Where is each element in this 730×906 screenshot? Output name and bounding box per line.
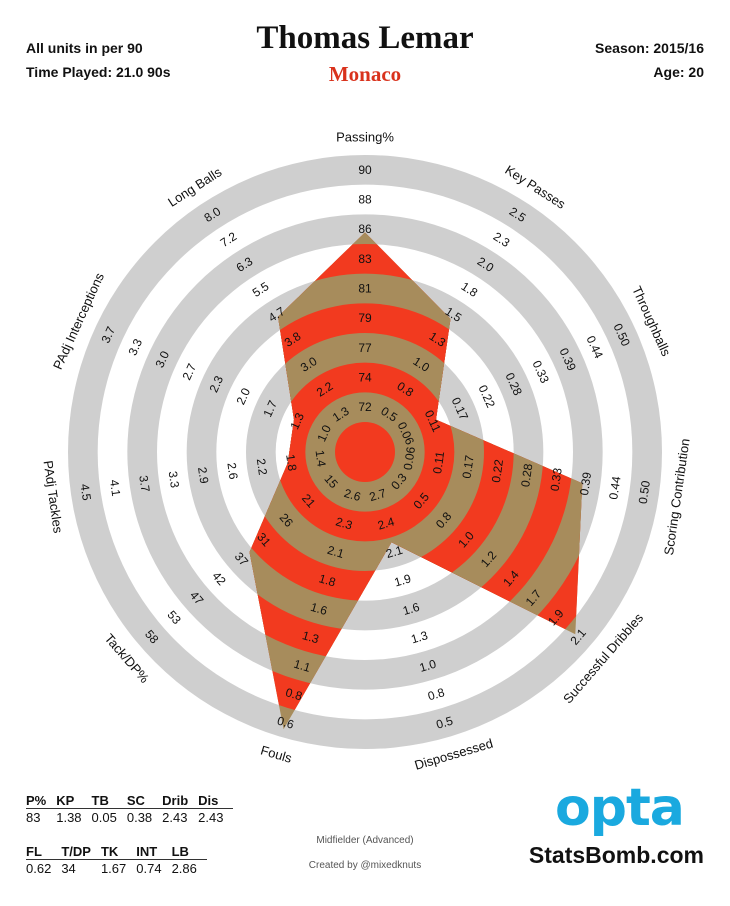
tick-label: 77: [358, 341, 372, 355]
tick-label: 74: [358, 371, 372, 385]
tick-label: 0.28: [518, 462, 535, 487]
header-left: All units in per 90 Time Played: 21.0 90…: [26, 36, 171, 84]
stat-value: 83: [26, 809, 41, 825]
stat-header: Dis: [198, 792, 234, 809]
tick-label: 4.1: [107, 479, 123, 498]
axis-label: Passing%: [336, 130, 394, 145]
stat-header: SC: [126, 792, 163, 809]
tick-label: 0.8: [426, 685, 446, 703]
team-name: Monaco: [328, 62, 402, 86]
stat-value: 34: [61, 860, 76, 876]
tick-label: 1.3: [301, 628, 321, 646]
tick-label: 2.6: [224, 462, 240, 481]
tick-label: 0.6: [276, 714, 296, 732]
area-center: [335, 422, 395, 482]
statsbomb-site: StatsBomb.com: [528, 842, 704, 868]
tick-label: 2.7: [179, 361, 199, 382]
tick-label: 2.9: [195, 466, 211, 485]
tick-label: 90: [358, 163, 372, 177]
opta-logo: opta: [555, 778, 685, 838]
tick-label: 1.8: [317, 571, 337, 589]
stat-header: T/DP: [61, 843, 101, 860]
tick-label: 1.3: [287, 410, 307, 431]
credit-label: Created by @mixedknuts: [308, 860, 422, 871]
stat-header: KP: [56, 792, 92, 809]
axis-label: Fouls: [259, 743, 294, 767]
tick-label: 1.3: [409, 628, 429, 646]
axis-label: Scoring Contribution: [661, 437, 693, 556]
tick-label: 0.50: [636, 479, 653, 504]
stat-header: TK: [100, 843, 137, 860]
stat-header: Drib: [162, 792, 199, 809]
tick-label: 1.9: [393, 571, 413, 589]
axis-label: PAdj Tackles: [41, 459, 66, 534]
tick-label: 2.1: [326, 543, 346, 561]
tick-label: 86: [358, 222, 372, 236]
stat-header: LB: [171, 843, 207, 860]
tick-label: 1.1: [292, 657, 312, 675]
tick-label: 1.8: [283, 453, 299, 472]
tick-label: 0.5: [435, 714, 455, 732]
tick-label: 3.3: [166, 470, 182, 489]
tick-label: 79: [358, 311, 372, 325]
tick-label: 4.5: [78, 483, 94, 502]
tick-label: 3.7: [136, 474, 152, 493]
role-label: Midfielder (Advanced): [316, 835, 414, 846]
stat-value: 2.86: [171, 860, 197, 876]
tick-label: 2.1: [384, 543, 404, 561]
stat-value: 0.74: [136, 860, 162, 876]
season: Season: 2015/16: [595, 40, 704, 56]
player-name: Thomas Lemar: [256, 20, 474, 56]
tick-label: 3.0: [152, 349, 172, 370]
tick-label: 72: [358, 400, 372, 414]
tick-label: 0.39: [577, 471, 594, 496]
stats-table-2: FL T/DP TK INT LB 0.62 34 1.67 0.74 2.86: [26, 843, 207, 876]
stat-value: 0.62: [26, 860, 52, 876]
tick-label: 83: [358, 252, 372, 266]
tick-label: 0.11: [430, 450, 447, 475]
tick-label: 2.4: [376, 514, 396, 532]
stat-header: P%: [26, 792, 57, 809]
time-played: Time Played: 21.0 90s: [26, 64, 171, 80]
tick-label: 1.6: [309, 600, 329, 618]
tick-label: 3.3: [125, 336, 145, 357]
tick-label: 1.0: [418, 657, 438, 675]
header-right: Season: 2015/16 Age: 20: [595, 36, 704, 84]
stat-value: 2.43: [162, 809, 188, 825]
tick-label: 2.3: [206, 373, 226, 394]
tick-label: 2.7: [368, 486, 388, 504]
tick-label: 0.8: [284, 685, 304, 703]
tick-label: 1.7: [260, 398, 280, 419]
units-note: All units in per 90: [26, 40, 143, 56]
tick-label: 1.6: [401, 600, 421, 618]
stat-header: FL: [26, 843, 62, 860]
tick-label: 0.06: [401, 446, 418, 471]
stat-header: TB: [91, 792, 127, 809]
tick-label: 81: [358, 282, 372, 296]
tick-label: 0.44: [606, 475, 623, 500]
stat-value: 0.38: [126, 809, 153, 825]
tick-label: 0.22: [489, 458, 506, 483]
tick-label: 2.6: [342, 486, 362, 504]
stat-value: 1.67: [100, 860, 127, 876]
tick-label: 0.17: [460, 454, 477, 479]
tick-label: 1.4: [312, 449, 328, 468]
tick-label: 2.3: [334, 514, 354, 532]
tick-label: 88: [358, 193, 372, 207]
tick-label: 3.7: [98, 324, 118, 345]
stats-table-1: P% KP TB SC Drib Dis 83 1.38 0.05 0.38 2.43 2.43: [26, 792, 234, 825]
stat-value: 2.43: [198, 809, 224, 825]
tick-label: 2.0: [233, 386, 253, 407]
stat-value: 0.05: [91, 809, 117, 825]
stat-value: 1.38: [56, 809, 82, 825]
stat-header: INT: [136, 843, 172, 860]
tick-label: 1.0: [314, 423, 334, 444]
tick-label: 0.33: [548, 467, 565, 492]
tick-label: 2.2: [254, 458, 270, 477]
age: Age: 20: [653, 64, 704, 80]
